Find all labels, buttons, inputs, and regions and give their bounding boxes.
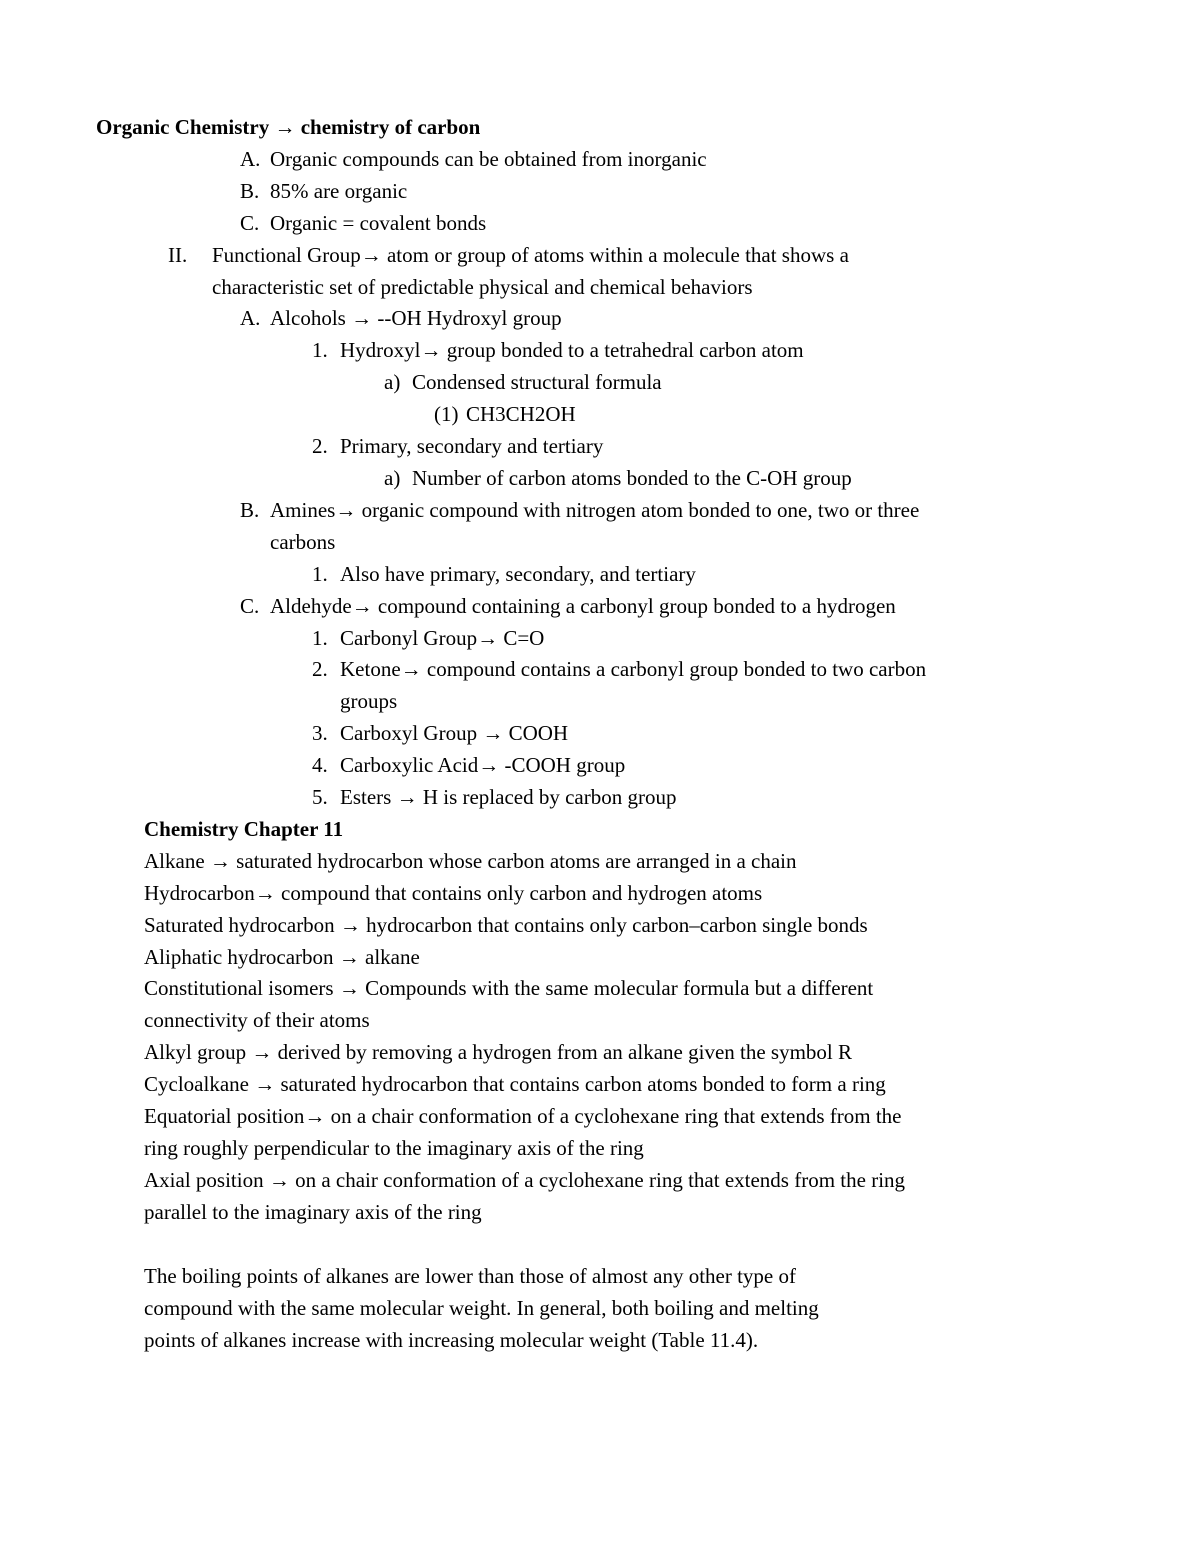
text-II-A-1-a-1: CH3CH2OH <box>466 399 1104 431</box>
text-I-C: Organic = covalent bonds <box>270 208 1104 240</box>
item-II-C-3: 3. Carboxyl Group → COOH <box>96 718 1104 750</box>
marker-II-A-1: 1. <box>312 335 340 367</box>
marker-paren-1: (1) <box>434 399 466 431</box>
item-II-C: C. Aldehyde→ compound containing a carbo… <box>96 591 1104 623</box>
marker-II-C-4: 4. <box>312 750 340 782</box>
def-constitutional-isomers-line2: connectivity of their atoms <box>144 1005 1104 1037</box>
text-II-B-line2: carbons <box>96 527 1104 559</box>
heading-chapter-11: Chemistry Chapter 11 <box>144 814 1104 846</box>
marker-II-B-1: 1. <box>312 559 340 591</box>
item-II-B-1: 1. Also have primary, secondary, and ter… <box>96 559 1104 591</box>
marker-II-A: A. <box>240 303 270 335</box>
marker-A: A. <box>240 144 270 176</box>
def-constitutional-isomers-line1: Constitutional isomers → Compounds with … <box>144 973 1104 1005</box>
item-I-C: C. Organic = covalent bonds <box>96 208 1104 240</box>
item-II-A-1-a: a) Condensed structural formula <box>96 367 1104 399</box>
marker-II-A-1-a: a) <box>384 367 412 399</box>
text-II-A-1-a: Condensed structural formula <box>412 367 1104 399</box>
item-II-B: B. Amines→ organic compound with nitroge… <box>96 495 1104 527</box>
def-axial-line1: Axial position → on a chair conformation… <box>144 1165 1104 1197</box>
text-II-C: Aldehyde→ compound containing a carbonyl… <box>270 591 1104 623</box>
text-II-C-1: Carbonyl Group→ C=O <box>340 623 1104 655</box>
text-II-C-5: Esters → H is replaced by carbon group <box>340 782 1104 814</box>
text-II-A-2-a: Number of carbon atoms bonded to the C-O… <box>412 463 1104 495</box>
para-line1: The boiling points of alkanes are lower … <box>144 1261 1104 1293</box>
text-II-C-2-line2: groups <box>96 686 1104 718</box>
def-hydrocarbon: Hydrocarbon→ compound that contains only… <box>144 878 1104 910</box>
marker-B: B. <box>240 176 270 208</box>
marker-II-A-2-a: a) <box>384 463 412 495</box>
definitions-block: Chemistry Chapter 11 Alkane → saturated … <box>96 814 1104 1357</box>
def-axial-line2: parallel to the imaginary axis of the ri… <box>144 1197 1104 1229</box>
text-II-A-1: Hydroxyl→ group bonded to a tetrahedral … <box>340 335 1104 367</box>
item-II: II. Functional Group→ atom or group of a… <box>96 240 1104 272</box>
text-II-A: Alcohols → --OH Hydroxyl group <box>270 303 1104 335</box>
item-II-C-2: 2. Ketone→ compound contains a carbonyl … <box>96 654 1104 686</box>
marker-II-C-3: 3. <box>312 718 340 750</box>
item-II-C-5: 5. Esters → H is replaced by carbon grou… <box>96 782 1104 814</box>
def-equatorial-line2: ring roughly perpendicular to the imagin… <box>144 1133 1104 1165</box>
text-II-A-2: Primary, secondary and tertiary <box>340 431 1104 463</box>
item-II-A-1-a-1: (1) CH3CH2OH <box>96 399 1104 431</box>
item-II-C-4: 4. Carboxylic Acid→ -COOH group <box>96 750 1104 782</box>
def-equatorial-line1: Equatorial position→ on a chair conforma… <box>144 1101 1104 1133</box>
blank-line <box>144 1229 1104 1261</box>
def-aliphatic-hydrocarbon: Aliphatic hydrocarbon → alkane <box>144 942 1104 974</box>
heading-organic-chemistry: Organic Chemistry → chemistry of carbon <box>96 112 1104 144</box>
text-II-C-4: Carboxylic Acid→ -COOH group <box>340 750 1104 782</box>
item-II-A: A. Alcohols → --OH Hydroxyl group <box>96 303 1104 335</box>
text-II-B-1: Also have primary, secondary, and tertia… <box>340 559 1104 591</box>
text-II-C-3: Carboxyl Group → COOH <box>340 718 1104 750</box>
item-I-B: B. 85% are organic <box>96 176 1104 208</box>
marker-II: II. <box>168 240 212 272</box>
item-II-A-1: 1. Hydroxyl→ group bonded to a tetrahedr… <box>96 335 1104 367</box>
def-alkyl-group: Alkyl group → derived by removing a hydr… <box>144 1037 1104 1069</box>
marker-II-C-2: 2. <box>312 654 340 686</box>
para-line3: points of alkanes increase with increasi… <box>144 1325 1104 1357</box>
def-saturated-hydrocarbon: Saturated hydrocarbon → hydrocarbon that… <box>144 910 1104 942</box>
text-II-B-line1: Amines→ organic compound with nitrogen a… <box>270 495 1104 527</box>
marker-II-C-1: 1. <box>312 623 340 655</box>
para-line2: compound with the same molecular weight.… <box>144 1293 1104 1325</box>
text-II-line2: characteristic set of predictable physic… <box>96 272 1104 304</box>
text-II-line1: Functional Group→ atom or group of atoms… <box>212 240 1104 272</box>
marker-II-A-2: 2. <box>312 431 340 463</box>
item-II-A-2: 2. Primary, secondary and tertiary <box>96 431 1104 463</box>
marker-II-C: C. <box>240 591 270 623</box>
marker-II-C-5: 5. <box>312 782 340 814</box>
document-page: Organic Chemistry → chemistry of carbon … <box>0 0 1200 1565</box>
marker-II-B: B. <box>240 495 270 527</box>
def-alkane: Alkane → saturated hydrocarbon whose car… <box>144 846 1104 878</box>
text-I-A: Organic compounds can be obtained from i… <box>270 144 1104 176</box>
marker-C: C. <box>240 208 270 240</box>
item-II-C-1: 1. Carbonyl Group→ C=O <box>96 623 1104 655</box>
text-I-B: 85% are organic <box>270 176 1104 208</box>
def-cycloalkane: Cycloalkane → saturated hydrocarbon that… <box>144 1069 1104 1101</box>
text-II-C-2-line1: Ketone→ compound contains a carbonyl gro… <box>340 654 1104 686</box>
item-I-A: A. Organic compounds can be obtained fro… <box>96 144 1104 176</box>
item-II-A-2-a: a) Number of carbon atoms bonded to the … <box>96 463 1104 495</box>
